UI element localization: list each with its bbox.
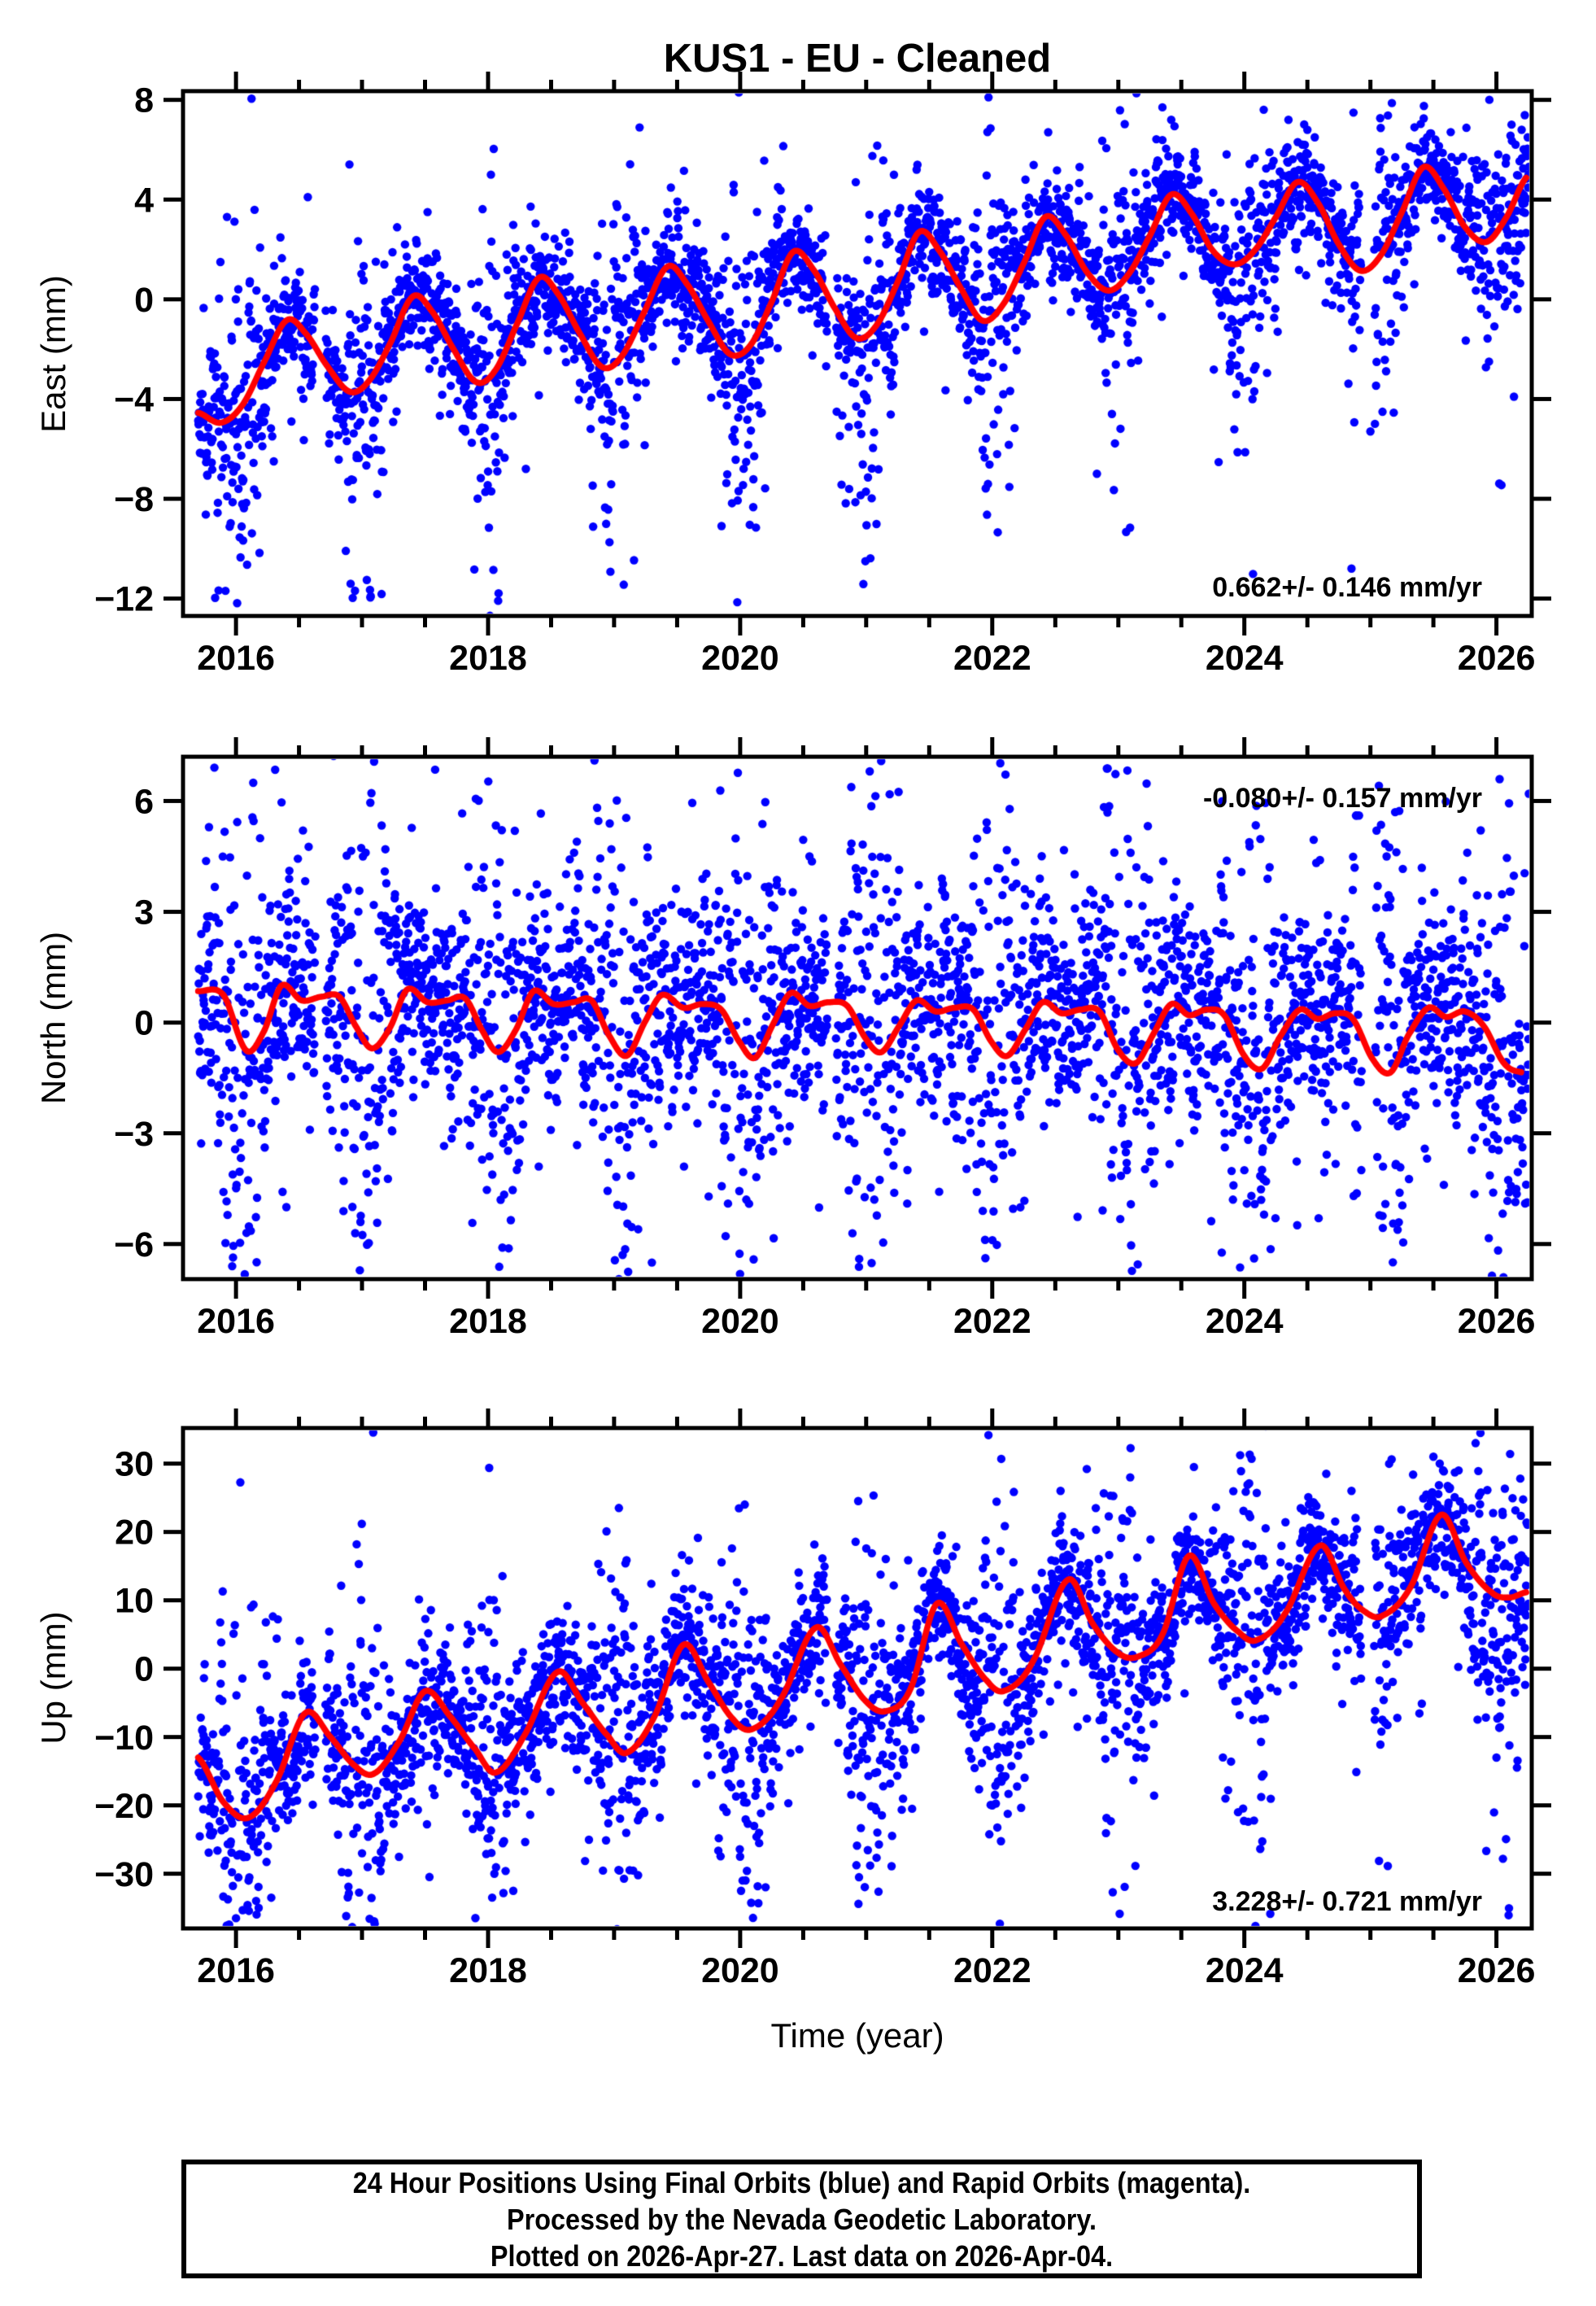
y-tick-label: −8 (114, 480, 154, 519)
caption-line-1: 24 Hour Positions Using Final Orbits (bl… (352, 2165, 1251, 2199)
east-axis-title: East (mm) (34, 275, 72, 433)
y-tick-label: −10 (94, 1719, 154, 1758)
y-tick-label: 8 (134, 81, 154, 120)
y-tick-label: −4 (114, 380, 154, 419)
panel-frame-north (181, 754, 1534, 1282)
y-tick-label: 4 (134, 181, 154, 220)
y-tick-label: 30 (115, 1445, 154, 1484)
x-tick-label: 2016 (197, 1302, 275, 1341)
caption-box: 24 Hour Positions Using Final Orbits (bl… (181, 2160, 1422, 2278)
y-tick-label: 6 (134, 782, 154, 821)
page-title: KUS1 - EU - Cleaned (663, 37, 1052, 81)
y-tick-label: −12 (94, 580, 154, 619)
x-tick-label: 2024 (1206, 639, 1284, 678)
y-tick-label: 3 (134, 893, 154, 932)
caption-text: 24 Hour Positions Using Final Orbits (bl… (248, 2164, 1356, 2274)
x-tick-label: 2026 (1458, 1951, 1536, 1990)
x-tick-label: 2020 (701, 1951, 779, 1990)
x-tick-label: 2022 (953, 639, 1031, 678)
y-tick-label: 10 (115, 1582, 154, 1621)
y-tick-label: 20 (115, 1513, 154, 1553)
north-rate-annotation: -0.080+/- 0.157 mm/yr (1202, 783, 1482, 814)
panel-frame-east (181, 89, 1534, 618)
x-tick-label: 2024 (1206, 1302, 1284, 1341)
x-tick-label: 2016 (197, 639, 275, 678)
time-axis-title: Time (year) (770, 2016, 944, 2055)
y-tick-label: −30 (94, 1855, 154, 1894)
x-tick-label: 2018 (449, 1951, 527, 1990)
caption-line-2: Processed by the Nevada Geodetic Laborat… (506, 2202, 1097, 2236)
x-tick-label: 2018 (449, 1302, 527, 1341)
panel-frame-up (181, 1426, 1534, 1931)
x-tick-label: 2020 (701, 639, 779, 678)
y-tick-label: 0 (134, 281, 154, 320)
x-tick-label: 2026 (1458, 639, 1536, 678)
x-tick-label: 2022 (953, 1302, 1031, 1341)
x-tick-label: 2022 (953, 1951, 1031, 1990)
caption-line-3: Plotted on 2026-Apr-27. Last data on 202… (490, 2238, 1114, 2273)
up-rate-annotation: 3.228+/- 0.721 mm/yr (1212, 1886, 1482, 1917)
x-tick-label: 2026 (1458, 1302, 1536, 1341)
east-rate-annotation: 0.662+/- 0.146 mm/yr (1212, 572, 1482, 603)
y-tick-label: −3 (114, 1115, 154, 1154)
x-tick-label: 2016 (197, 1951, 275, 1990)
y-tick-label: 0 (134, 1004, 154, 1043)
y-tick-label: 0 (134, 1650, 154, 1689)
x-tick-label: 2024 (1206, 1951, 1284, 1990)
north-axis-title: North (mm) (34, 931, 72, 1105)
x-tick-label: 2020 (701, 1302, 779, 1341)
x-tick-label: 2018 (449, 639, 527, 678)
up-axis-title: Up (mm) (34, 1611, 72, 1745)
y-tick-label: −6 (114, 1225, 154, 1264)
y-tick-label: −20 (94, 1787, 154, 1826)
